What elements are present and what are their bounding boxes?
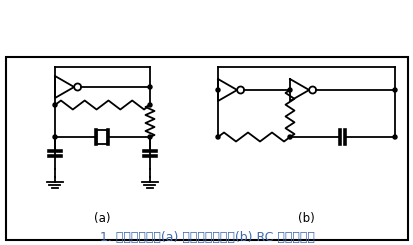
Bar	[6, 57, 407, 240]
Circle shape	[147, 85, 152, 89]
Text: (b): (b)	[297, 212, 314, 225]
Circle shape	[287, 88, 291, 92]
Text: 1. 简单时钟源：(a) 皮尔斯振荡器、(b) RC 反馈振荡器: 1. 简单时钟源：(a) 皮尔斯振荡器、(b) RC 反馈振荡器	[99, 231, 314, 244]
Circle shape	[147, 103, 152, 107]
Circle shape	[287, 135, 291, 139]
Circle shape	[147, 135, 152, 139]
Circle shape	[53, 135, 57, 139]
Circle shape	[53, 103, 57, 107]
Circle shape	[216, 88, 219, 92]
Bar	[97, 130, 107, 144]
Circle shape	[392, 135, 396, 139]
Text: (a): (a)	[94, 212, 111, 225]
Circle shape	[392, 88, 396, 92]
Circle shape	[216, 135, 219, 139]
